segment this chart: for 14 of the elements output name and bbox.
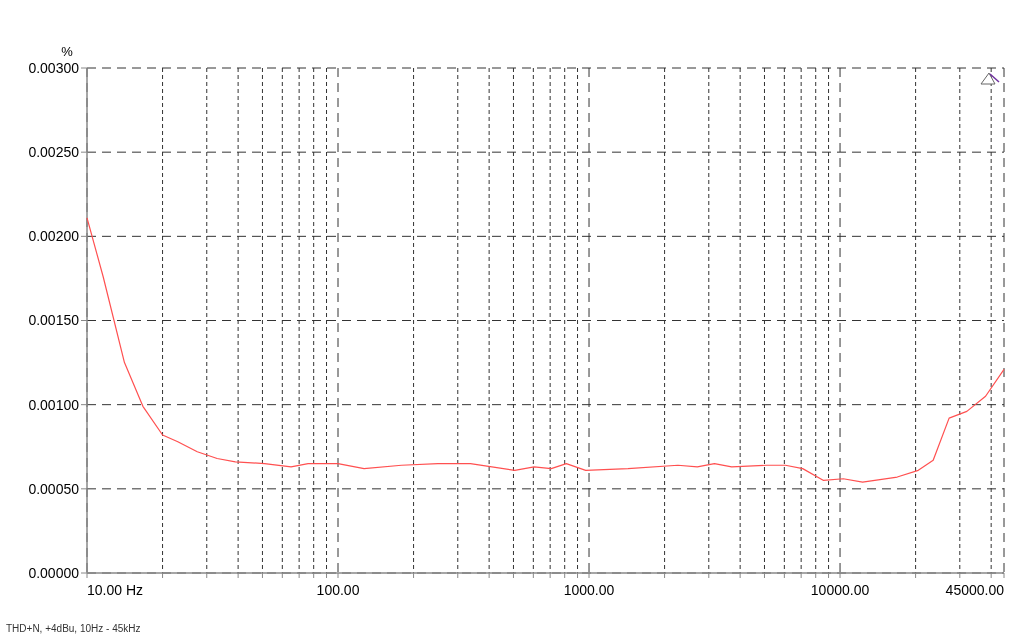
y-tick-label: 0.00200 bbox=[28, 228, 80, 245]
x-tick-label: 10.00 Hz bbox=[87, 582, 144, 598]
text: THD+N, +4dBu, 10Hz - 45kHz bbox=[6, 623, 141, 634]
y-tick-label: 0.00100 bbox=[28, 396, 80, 413]
x-tick-label: 45000.00 bbox=[945, 582, 1005, 598]
y-tick-label: 0.00000 bbox=[28, 564, 80, 581]
y-tick-label: 0.00300 bbox=[28, 59, 80, 76]
y-tick-label: 0.00050 bbox=[28, 480, 80, 497]
x-tick-label: 10000.00 bbox=[810, 582, 870, 598]
x-tick-label: 100.00 bbox=[316, 582, 360, 598]
x-tick-label: 1000.00 bbox=[563, 582, 615, 598]
y-axis-title: % bbox=[61, 44, 74, 59]
y-tick-label: 0.00150 bbox=[28, 312, 80, 329]
y-tick-label: 0.00250 bbox=[28, 144, 80, 161]
